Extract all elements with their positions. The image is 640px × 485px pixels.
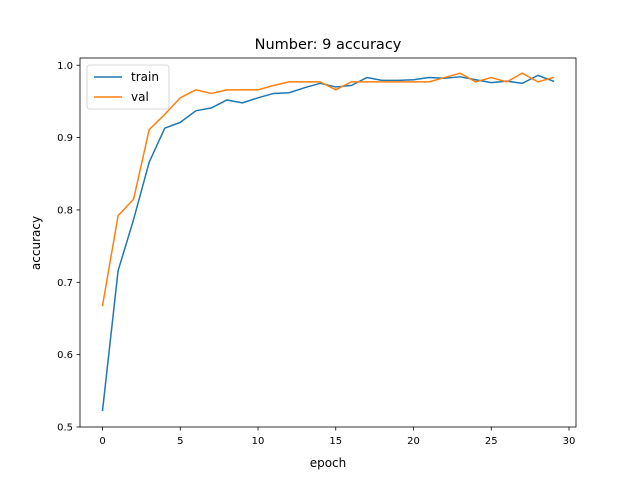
y-tick-label: 0.8	[57, 206, 73, 217]
legend-label-train: train	[131, 70, 159, 84]
y-tick-label: 0.6	[57, 350, 73, 361]
legend: train val	[86, 64, 170, 110]
y-tick-label: 0.7	[57, 278, 73, 289]
y-tick-label: 0.9	[57, 133, 73, 144]
y-axis-label: accuracy	[29, 216, 43, 270]
x-tick-label: 0	[99, 436, 105, 447]
y-tick-label: 1.0	[57, 61, 73, 72]
axes-frame	[79, 57, 577, 428]
plot-area: 0 5 10 15 20 25 30 0.5 0.6 0.7 0.8 0.9 1.0	[57, 57, 577, 447]
x-tick-label: 20	[407, 436, 420, 447]
x-tick-label: 15	[329, 436, 342, 447]
x-tick-label: 25	[485, 436, 498, 447]
x-axis-label: epoch	[310, 456, 347, 470]
x-tick-label: 10	[252, 436, 265, 447]
legend-box	[86, 64, 170, 110]
y-tick-label: 0.5	[57, 423, 73, 434]
legend-label-val: val	[131, 90, 149, 104]
x-tick-label: 5	[177, 436, 183, 447]
chart-title: Number: 9 accuracy	[255, 37, 402, 53]
series-line-val	[101, 72, 555, 307]
x-tick-label: 30	[563, 436, 576, 447]
